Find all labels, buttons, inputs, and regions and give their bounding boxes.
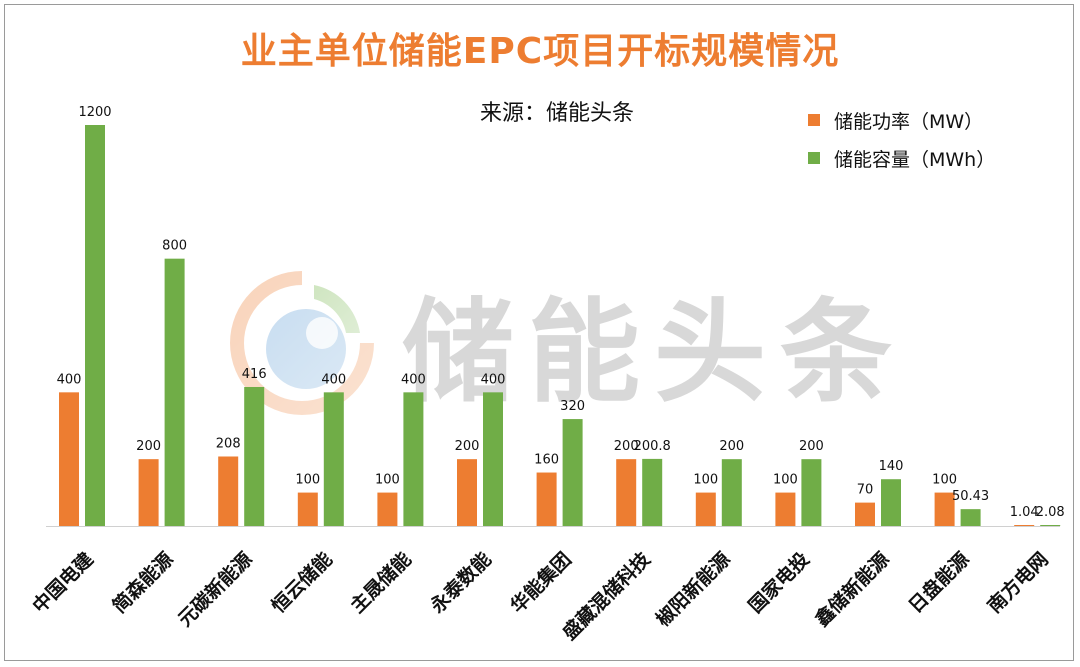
- source-note: 来源：储能头条: [480, 101, 635, 126]
- bar-capacity-9: [801, 459, 822, 526]
- data-label-power-2: 208: [216, 436, 241, 451]
- bar-power-1: [138, 459, 159, 526]
- bar-power-6: [536, 472, 557, 526]
- legend-swatch-capacity: [808, 152, 820, 164]
- legend-item-capacity: 储能容量（MWh）: [808, 146, 996, 171]
- bar-power-0: [59, 392, 79, 526]
- bar-capacity-10: [881, 479, 901, 526]
- data-label-capacity-12: 2.08: [1036, 505, 1065, 520]
- bar-capacity-0: [85, 125, 105, 526]
- data-label-power-6: 160: [534, 453, 559, 468]
- bar-capacity-3: [323, 392, 344, 526]
- legend-item-power: 储能功率（MW）: [808, 108, 984, 133]
- legend-swatch-power: [808, 114, 820, 126]
- bar-power-3: [297, 492, 318, 526]
- data-label-power-10: 70: [857, 483, 874, 498]
- data-label-capacity-3: 400: [321, 372, 346, 387]
- bar-capacity-5: [483, 392, 503, 526]
- bar-capacity-2: [244, 386, 265, 526]
- data-label-power-3: 100: [295, 473, 320, 488]
- bar-power-11: [934, 492, 955, 526]
- data-label-power-8: 100: [693, 473, 718, 488]
- bar-capacity-8: [721, 459, 742, 526]
- data-label-capacity-2: 416: [242, 367, 267, 382]
- data-label-capacity-6: 320: [560, 399, 585, 414]
- data-label-power-7: 200: [614, 439, 639, 454]
- data-label-capacity-11: 50.43: [952, 489, 989, 504]
- data-label-capacity-10: 140: [879, 459, 904, 474]
- data-label-power-1: 200: [136, 439, 161, 454]
- bar-capacity-11: [960, 509, 981, 526]
- data-label-power-11: 100: [932, 473, 957, 488]
- bar-capacity-6: [562, 419, 583, 526]
- bar-capacity-7: [642, 458, 663, 526]
- bar-power-2: [218, 456, 239, 526]
- watermark-logo-icon: [230, 271, 374, 415]
- watermark: 储能头条: [222, 262, 906, 424]
- data-label-capacity-5: 400: [481, 372, 506, 387]
- bar-power-12: [1014, 525, 1035, 526]
- bar-power-9: [775, 492, 796, 526]
- data-label-power-9: 100: [773, 473, 798, 488]
- data-label-capacity-0: 1200: [78, 105, 111, 120]
- data-label-capacity-1: 800: [162, 239, 187, 254]
- bar-power-8: [695, 492, 716, 526]
- data-label-capacity-4: 400: [401, 372, 426, 387]
- bar-capacity-1: [164, 258, 185, 526]
- bar-power-7: [616, 459, 637, 526]
- bar-power-4: [377, 492, 398, 526]
- bar-power-5: [457, 459, 477, 526]
- legend-label-power: 储能功率（MW）: [834, 110, 984, 133]
- bar-capacity-12: [1040, 525, 1061, 526]
- data-label-power-4: 100: [375, 473, 400, 488]
- chart-title: 业主单位储能EPC项目开标规模情况: [240, 31, 840, 72]
- bar-capacity-4: [403, 392, 424, 526]
- data-label-power-0: 400: [57, 372, 82, 387]
- bar-power-10: [855, 502, 875, 526]
- data-label-capacity-7: 200.8: [634, 439, 671, 454]
- data-label-capacity-9: 200: [799, 439, 824, 454]
- data-label-power-12: 1.04: [1010, 505, 1039, 520]
- data-label-power-5: 200: [455, 439, 480, 454]
- legend-label-capacity: 储能容量（MWh）: [834, 148, 996, 171]
- data-label-capacity-8: 200: [719, 439, 744, 454]
